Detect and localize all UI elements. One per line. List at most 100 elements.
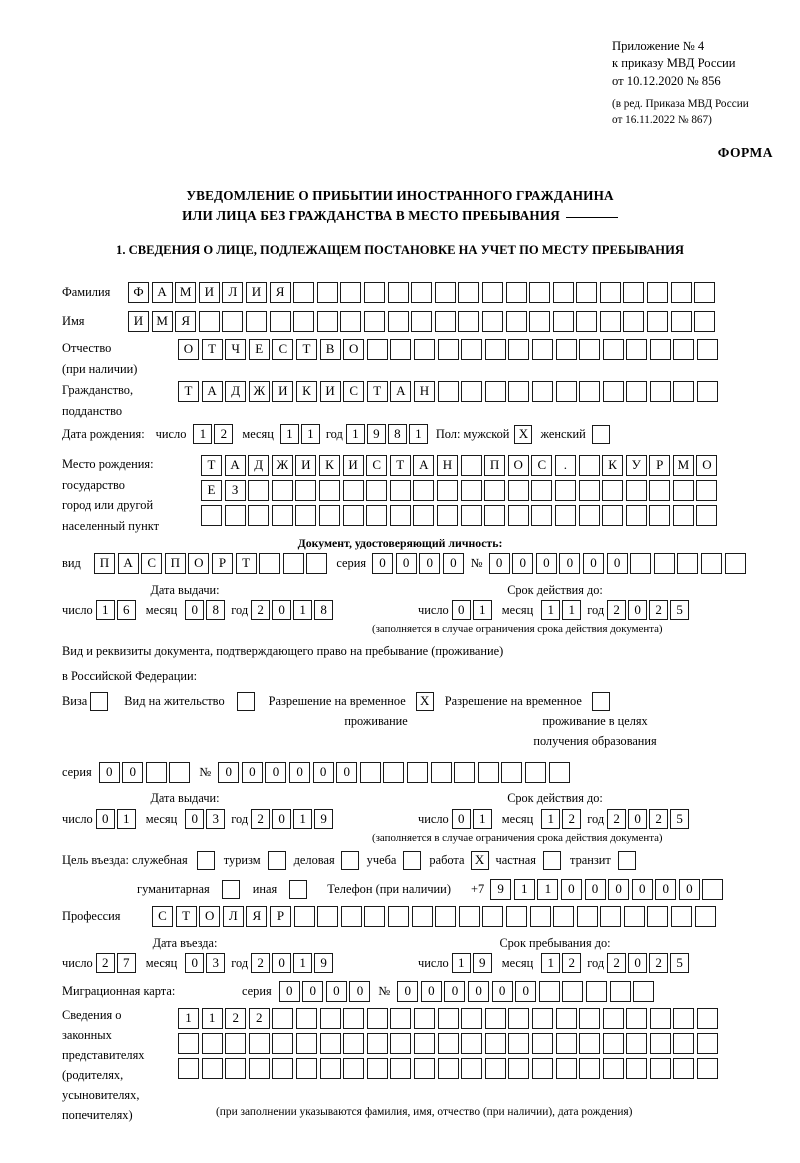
char-cell[interactable] xyxy=(548,762,570,783)
char-cell[interactable]: 1 xyxy=(408,424,428,444)
char-cell[interactable]: 0 xyxy=(512,553,534,574)
char-cell[interactable] xyxy=(599,282,621,303)
char-cell[interactable] xyxy=(178,1033,199,1054)
char-cell[interactable] xyxy=(403,851,422,870)
char-cell[interactable] xyxy=(602,1058,624,1079)
char-cell[interactable]: Я xyxy=(269,282,291,303)
char-cell[interactable]: 0 xyxy=(451,809,471,829)
char-cell[interactable] xyxy=(562,981,584,1002)
char-cell[interactable] xyxy=(677,553,699,574)
char-cell[interactable] xyxy=(633,981,655,1002)
temp-residence-edu-checkbox[interactable] xyxy=(591,692,610,711)
char-cell[interactable] xyxy=(434,282,456,303)
char-cell[interactable]: 8 xyxy=(206,600,226,620)
char-cell[interactable] xyxy=(413,1058,435,1079)
char-cell[interactable] xyxy=(649,1058,671,1079)
char-cell[interactable] xyxy=(458,282,480,303)
char-cell[interactable] xyxy=(579,339,601,360)
char-cell[interactable] xyxy=(647,906,669,927)
char-cell[interactable] xyxy=(702,879,724,900)
char-cell[interactable] xyxy=(343,1058,365,1079)
char-cell[interactable]: 0 xyxy=(608,879,630,900)
char-cell[interactable]: 2 xyxy=(251,600,271,620)
char-cell[interactable]: 1 xyxy=(541,809,561,829)
char-cell[interactable] xyxy=(508,339,530,360)
char-cell[interactable] xyxy=(407,762,429,783)
char-cell[interactable] xyxy=(673,1033,695,1054)
char-cell[interactable] xyxy=(269,311,291,332)
char-cell[interactable] xyxy=(224,505,246,526)
purpose-private-checkbox[interactable] xyxy=(543,851,561,870)
char-cell[interactable]: 0 xyxy=(98,762,120,783)
char-cell[interactable]: 2 xyxy=(649,953,669,973)
char-cell[interactable]: 1 xyxy=(293,600,313,620)
char-cell[interactable]: 0 xyxy=(325,981,347,1002)
char-cell[interactable]: И xyxy=(128,311,149,332)
char-cell[interactable]: С xyxy=(141,553,163,574)
char-cell[interactable] xyxy=(579,1033,601,1054)
char-cell[interactable] xyxy=(505,906,527,927)
char-cell[interactable] xyxy=(340,311,362,332)
char-cell[interactable]: 0 xyxy=(302,981,324,1002)
char-cell[interactable] xyxy=(272,1058,294,1079)
char-cell[interactable]: 1 xyxy=(472,600,492,620)
char-cell[interactable] xyxy=(531,1008,553,1029)
char-cell[interactable]: 2 xyxy=(214,424,234,444)
char-cell[interactable]: X xyxy=(514,424,533,444)
char-cell[interactable]: Т xyxy=(389,455,411,476)
char-cell[interactable] xyxy=(430,762,452,783)
char-cell[interactable]: Д xyxy=(225,381,247,402)
char-cell[interactable]: Н xyxy=(436,455,458,476)
char-cell[interactable]: 0 xyxy=(278,981,300,1002)
char-cell[interactable]: 0 xyxy=(631,879,653,900)
char-cell[interactable] xyxy=(259,553,281,574)
char-cell[interactable] xyxy=(531,505,553,526)
char-cell[interactable]: М xyxy=(175,282,197,303)
char-cell[interactable]: С xyxy=(366,455,388,476)
char-cell[interactable]: 1 xyxy=(193,424,213,444)
char-cell[interactable]: 2 xyxy=(225,1008,247,1029)
char-cell[interactable] xyxy=(531,1058,553,1079)
purpose-study-checkbox[interactable] xyxy=(403,851,422,870)
char-cell[interactable] xyxy=(454,762,476,783)
char-cell[interactable]: 9 xyxy=(490,879,512,900)
char-cell[interactable]: 2 xyxy=(248,1008,270,1029)
char-cell[interactable] xyxy=(482,906,504,927)
char-cell[interactable]: 1 xyxy=(513,879,535,900)
char-cell[interactable] xyxy=(413,1008,435,1029)
char-cell[interactable] xyxy=(724,553,746,574)
char-cell[interactable] xyxy=(579,381,601,402)
legal-rep-input-3[interactable] xyxy=(178,1058,719,1079)
char-cell[interactable] xyxy=(272,1008,294,1029)
char-cell[interactable] xyxy=(366,1058,388,1079)
char-cell[interactable]: Ф xyxy=(128,282,149,303)
char-cell[interactable] xyxy=(697,1008,719,1029)
char-cell[interactable] xyxy=(363,311,385,332)
char-cell[interactable] xyxy=(600,906,622,927)
char-cell[interactable] xyxy=(626,1008,648,1029)
char-cell[interactable]: С xyxy=(152,906,173,927)
char-cell[interactable]: 0 xyxy=(451,600,471,620)
char-cell[interactable] xyxy=(623,311,645,332)
char-cell[interactable]: 0 xyxy=(185,953,205,973)
char-cell[interactable]: И xyxy=(295,455,317,476)
char-cell[interactable] xyxy=(340,851,359,870)
char-cell[interactable] xyxy=(413,339,435,360)
char-cell[interactable] xyxy=(340,282,362,303)
char-cell[interactable]: 6 xyxy=(116,600,136,620)
char-cell[interactable] xyxy=(673,339,695,360)
